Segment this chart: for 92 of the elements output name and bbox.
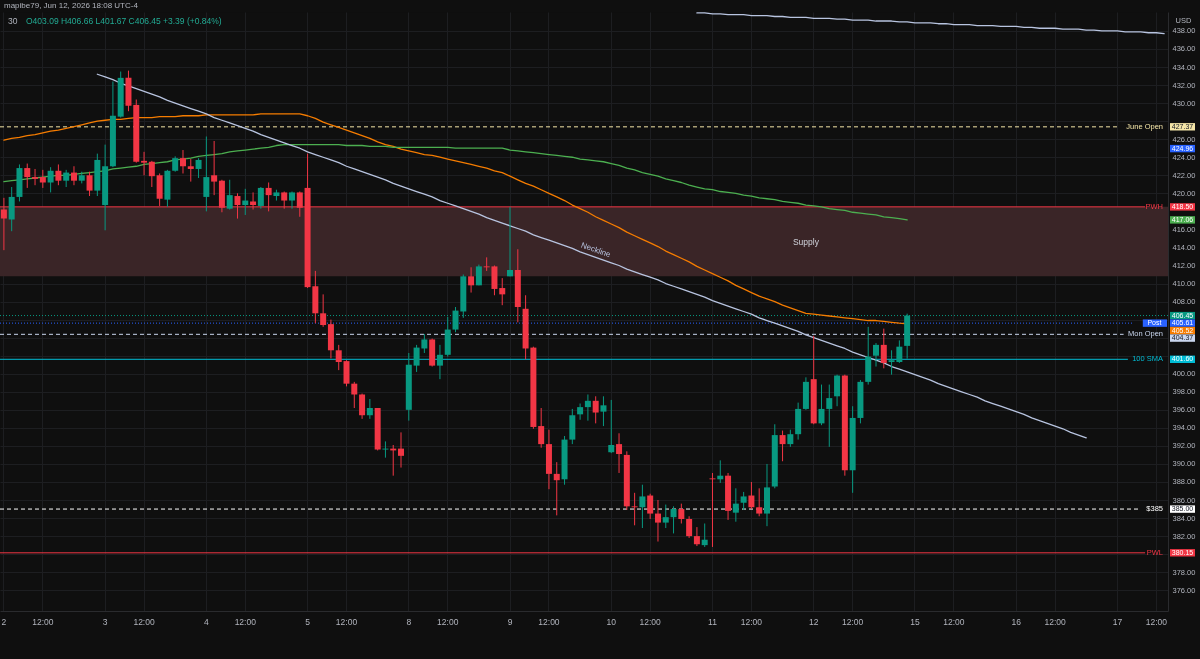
candlestick [592,395,599,424]
candlestick [195,157,202,179]
candlestick [709,472,716,548]
candlestick [639,484,646,529]
text: mapibe79, Jun 12, 2026 18:08 UTC-4 [4,1,139,10]
x-tick-label: 2 [1,616,7,627]
candlestick [507,206,514,277]
candlestick [538,407,545,449]
candlestick [608,399,615,454]
candlestick [24,163,31,189]
candlestick [756,487,763,517]
candlestick [179,149,186,174]
candlestick [320,293,327,328]
candlestick [818,384,825,426]
candlestick [670,505,677,534]
candlestick [686,515,693,539]
x-tick-label: 12:00 [437,616,459,627]
candlestick [631,492,638,526]
candlestick [654,499,661,543]
candlestick [436,344,443,380]
x-tick-label: 12:00 [639,616,662,627]
candlestick [499,277,506,306]
x-tick-label: 12:00 [1145,616,1168,627]
candlestick [211,140,218,196]
candlestick [678,503,685,524]
candlestick [148,160,155,188]
candlestick [366,398,373,420]
x-tick-label: 5 [305,616,311,627]
candlestick [740,491,747,511]
candlestick [226,179,233,211]
candlestick [701,523,708,548]
candlestick [662,504,669,529]
text: O403.09 H406.66 L401.67 C406.45 +3.39 (+0.84%) [26,16,222,26]
candlestick [553,461,560,516]
x-tick-label: 12 [808,616,819,627]
candlestick [289,191,295,210]
candlestick [359,393,366,420]
text: 30 [8,16,18,26]
candlestick [351,381,358,409]
x-tick-label: 12:00 [1044,616,1066,627]
candlestick [335,344,342,371]
x-tick-label: 16 [1011,616,1022,627]
candlestick [86,171,93,197]
x-tick-label: 15 [910,616,920,627]
candlestick [748,481,755,510]
candlestick [732,487,739,523]
x-tick-label: 12:00 [538,616,560,627]
x-tick-label: 3 [102,616,108,627]
x-tick-label: 12:00 [335,616,358,627]
candlestick [693,526,700,547]
candlestick [834,374,841,407]
candlestick [880,328,887,369]
candlestick [47,166,54,193]
x-tick-label: 11 [708,616,718,627]
line-series [696,12,1165,35]
candlestick [70,165,77,186]
candlestick [779,430,786,462]
candlestick [55,163,62,186]
candlestick [32,168,39,186]
candlestick [382,440,389,459]
candlestick [187,158,194,183]
candlestick [257,186,264,210]
x-tick-label: 10 [606,616,617,627]
x-tick-label: 12:00 [133,616,155,627]
band-label: Supply [792,236,820,247]
candlestick [577,403,584,421]
candlestick [203,135,210,212]
candlestick [616,432,623,474]
x-tick-label: 4 [203,616,209,627]
candlestick [873,342,879,368]
candlestick [584,393,591,422]
candlestick [343,359,350,387]
candlestick [826,384,833,448]
x-tick-label: 12:00 [32,616,54,627]
candlestick [141,151,148,176]
line-series [96,73,1087,439]
candlestick [413,344,420,373]
candlestick [468,266,475,294]
candlestick [398,431,405,469]
x-tick-label: 8 [406,616,412,627]
candlestick [8,186,15,232]
candlestick [647,493,654,520]
x-tick-label: 12:00 [842,616,864,627]
x-tick-label: 12:00 [943,616,965,627]
x-tick-label: 12:00 [740,616,763,627]
candlestick [39,169,46,189]
line-series [3,143,908,221]
candlestick [421,333,428,354]
x-tick-label: 12:00 [234,616,257,627]
candlestick [600,395,607,427]
x-tick-label: 17 [1112,616,1123,627]
x-tick-label: 9 [507,616,513,627]
